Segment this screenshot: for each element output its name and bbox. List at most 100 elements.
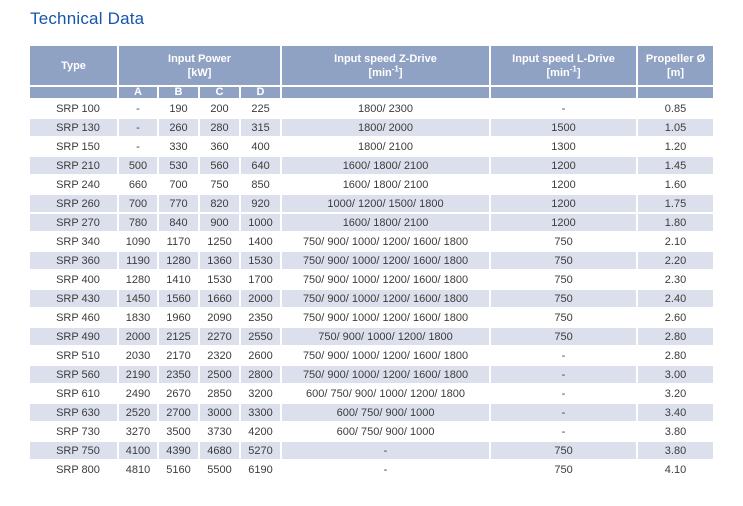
cell-type: SRP 560 <box>30 365 119 385</box>
cell-power-a: 1190 <box>118 251 159 271</box>
cell-l-drive-speed: - <box>490 365 639 385</box>
l-drive-label: Input speed L-Drive <box>512 52 615 65</box>
table-row: SRP 260 700 770 820 920 1000/ 1200/ 1500/ 180… <box>30 194 714 214</box>
cell-z-drive-speed: 1600/ 1800/ 2100 <box>281 175 492 195</box>
z-drive-unit: [min-1] <box>368 63 403 79</box>
cell-type: SRP 460 <box>30 308 119 328</box>
subheader-power-d: D <box>240 86 283 100</box>
cell-type: SRP 150 <box>30 137 119 157</box>
cell-power-c: 2320 <box>199 346 241 366</box>
cell-power-a: 2030 <box>118 346 159 366</box>
cell-l-drive-speed: - <box>490 346 639 366</box>
cell-propeller-diameter: 2.60 <box>637 308 714 328</box>
cell-power-c: 1360 <box>199 251 241 271</box>
cell-l-drive-speed: 1500 <box>490 118 639 138</box>
table-header: Type Input Power [kW] Input speed Z-Driv… <box>30 46 714 100</box>
table-row: SRP 270 780 840 900 1000 1600/ 1800/ 2100 1200… <box>30 213 714 233</box>
cell-l-drive-speed: 1200 <box>490 213 639 233</box>
table-row: SRP 150-330 360 400 1800/ 2100 1300 1.20 <box>30 137 714 157</box>
table-row: SRP 560 2190 2350 2500 2800 750/ 900/ 1000/ 1… <box>30 365 714 385</box>
table-row: SRP 400 1280 1410 1530 1700 750/ 900/ 1000/ 1… <box>30 270 714 290</box>
cell-power-d: 1000 <box>240 213 283 233</box>
cell-propeller-diameter: 1.60 <box>637 175 714 195</box>
col-header-type: Type <box>30 46 119 87</box>
cell-z-drive-speed: 750/ 900/ 1000/ 1200/ 1600/ 1800 <box>281 289 492 309</box>
table-row: SRP 630 2520 2700 3000 3300 600/ 750/ 900/ 10… <box>30 403 714 423</box>
cell-power-d: 4200 <box>240 422 283 442</box>
cell-type: SRP 750 <box>30 441 119 461</box>
cell-power-a: 2520 <box>118 403 159 423</box>
cell-power-d: 2800 <box>240 365 283 385</box>
table-row: SRP 100-190 200 225 1800/ 2300-0.85 <box>30 99 714 119</box>
cell-power-b: 260 <box>158 118 200 138</box>
cell-type: SRP 360 <box>30 251 119 271</box>
cell-power-c: 560 <box>199 156 241 176</box>
cell-power-b: 1960 <box>158 308 200 328</box>
cell-power-c: 750 <box>199 175 241 195</box>
subheader-power-a: A <box>118 86 159 100</box>
cell-power-a: 780 <box>118 213 159 233</box>
cell-power-b: 770 <box>158 194 200 214</box>
cell-l-drive-speed: 750 <box>490 327 639 347</box>
subheader-power-b: B <box>158 86 200 100</box>
cell-type: SRP 260 <box>30 194 119 214</box>
col-header-input-power: Input Power [kW] <box>118 46 283 87</box>
col-header-l-drive: Input speed L-Drive [min-1] <box>490 46 639 87</box>
cell-power-c: 2090 <box>199 308 241 328</box>
cell-l-drive-speed: - <box>490 384 639 404</box>
cell-power-b: 1280 <box>158 251 200 271</box>
cell-l-drive-speed: 1300 <box>490 137 639 157</box>
cell-power-a: - <box>118 118 159 138</box>
cell-propeller-diameter: 0.85 <box>637 99 714 119</box>
cell-power-d: 850 <box>240 175 283 195</box>
cell-l-drive-speed: - <box>490 99 639 119</box>
cell-z-drive-speed: 750/ 900/ 1000/ 1200/ 1600/ 1800 <box>281 270 492 290</box>
cell-type: SRP 400 <box>30 270 119 290</box>
cell-propeller-diameter: 1.75 <box>637 194 714 214</box>
cell-power-c: 1660 <box>199 289 241 309</box>
table-row: SRP 210 500 530 560 640 1600/ 1800/ 2100 1200 1… <box>30 156 714 176</box>
input-power-unit: [kW] <box>187 66 212 79</box>
cell-power-b: 330 <box>158 137 200 157</box>
cell-type: SRP 610 <box>30 384 119 404</box>
cell-power-d: 5270 <box>240 441 283 461</box>
cell-type: SRP 210 <box>30 156 119 176</box>
header-row-sub: A B C D <box>30 86 714 100</box>
cell-power-c: 4680 <box>199 441 241 461</box>
table-row: SRP 510 2030 2170 2320 2600 750/ 900/ 1000/ 1… <box>30 346 714 366</box>
cell-power-a: 1280 <box>118 270 159 290</box>
cell-power-b: 4390 <box>158 441 200 461</box>
cell-power-d: 1700 <box>240 270 283 290</box>
cell-power-a: 1090 <box>118 232 159 252</box>
col-header-z-drive: Input speed Z-Drive [min-1] <box>281 46 492 87</box>
table-row: SRP 430 1450 1560 1660 2000 750/ 900/ 1000/ 1… <box>30 289 714 309</box>
cell-power-d: 640 <box>240 156 283 176</box>
cell-power-c: 1530 <box>199 270 241 290</box>
cell-z-drive-speed: 600/ 750/ 900/ 1000/ 1200/ 1800 <box>281 384 492 404</box>
cell-type: SRP 730 <box>30 422 119 442</box>
cell-power-d: 400 <box>240 137 283 157</box>
cell-power-c: 3000 <box>199 403 241 423</box>
cell-power-b: 840 <box>158 213 200 233</box>
input-power-label: Input Power <box>168 52 231 65</box>
propeller-unit: [m] <box>666 66 685 79</box>
cell-l-drive-speed: 750 <box>490 308 639 328</box>
table-row: SRP 340 1090 1170 1250 1400 750/ 900/ 1000/ 1… <box>30 232 714 252</box>
cell-power-b: 5160 <box>158 460 200 480</box>
cell-propeller-diameter: 3.20 <box>637 384 714 404</box>
cell-power-a: - <box>118 99 159 119</box>
subheader-l-drive-spacer <box>490 86 639 100</box>
cell-power-a: 700 <box>118 194 159 214</box>
cell-power-a: 1450 <box>118 289 159 309</box>
cell-l-drive-speed: 750 <box>490 289 639 309</box>
cell-type: SRP 100 <box>30 99 119 119</box>
cell-power-c: 2500 <box>199 365 241 385</box>
cell-power-a: 4100 <box>118 441 159 461</box>
cell-power-c: 2270 <box>199 327 241 347</box>
cell-power-b: 1560 <box>158 289 200 309</box>
table-row: SRP 460 1830 1960 2090 2350 750/ 900/ 1000/ 1… <box>30 308 714 328</box>
table-row: SRP 360 1190 1280 1360 1530 750/ 900/ 1000/ 1… <box>30 251 714 271</box>
table-row: SRP 610 2490 2670 2850 3200 600/ 750/ 900/ 10… <box>30 384 714 404</box>
header-row-main: Type Input Power [kW] Input speed Z-Driv… <box>30 46 714 87</box>
cell-power-b: 2125 <box>158 327 200 347</box>
